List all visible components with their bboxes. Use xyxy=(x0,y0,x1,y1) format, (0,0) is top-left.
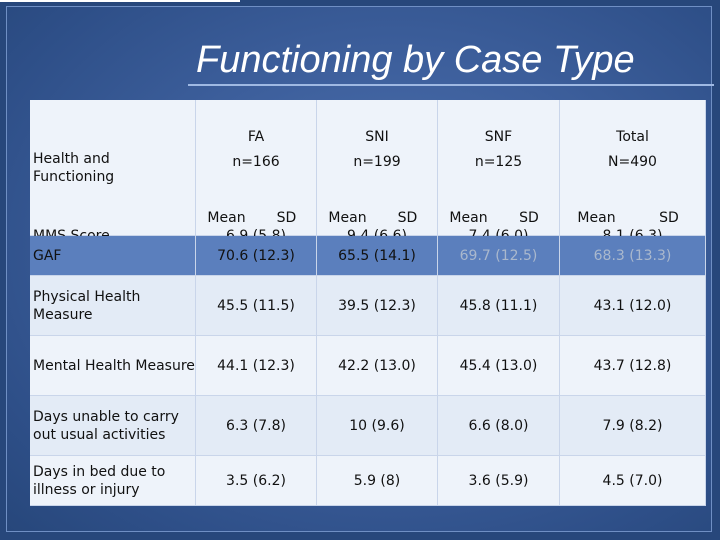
title-underline xyxy=(188,84,714,86)
table-cell: 69.7 (12.5) xyxy=(438,236,560,276)
table-cell: 3.5 (6.2) xyxy=(196,456,317,506)
functioning-table: Health and Functioning FA n=166 Mean SD SNI n=… xyxy=(30,100,706,506)
table-cell: 4.5 (7.0) xyxy=(560,456,706,506)
sub-header-sd: SD xyxy=(633,200,706,236)
group-name: FA xyxy=(247,129,265,145)
slide-title: Functioning by Case Type xyxy=(196,39,635,81)
group-count: n=199 xyxy=(353,154,401,170)
table-cell: 65.5 (14.1) xyxy=(317,236,438,276)
table-cell: 43.1 (12.0) xyxy=(560,276,706,336)
row-label: Mental Health Measure xyxy=(30,336,196,396)
group-name: SNF xyxy=(484,129,513,145)
table-cell: 42.2 (13.0) xyxy=(317,336,438,396)
table-cell: 70.6 (12.3) xyxy=(196,236,317,276)
table-cell: 5.9 (8) xyxy=(317,456,438,506)
table-cell: 3.6 (5.9) xyxy=(438,456,560,506)
table-cell: 43.7 (12.8) xyxy=(560,336,706,396)
column-group-header: SNF n=125 xyxy=(438,100,560,200)
sub-header-sd: SD xyxy=(499,200,560,236)
sub-header-mean: Mean xyxy=(560,200,633,236)
table-cell: 10 (9.6) xyxy=(317,396,438,456)
table-cell: 6.3 (7.8) xyxy=(196,396,317,456)
group-name: Total xyxy=(616,129,649,145)
header-row-label: Health and Functioning xyxy=(30,100,196,236)
group-count: N=490 xyxy=(608,154,657,170)
table-cell: 45.4 (13.0) xyxy=(438,336,560,396)
row-label: Days unable to carry out usual activitie… xyxy=(30,396,196,456)
top-accent-line xyxy=(0,0,240,2)
table-cell: 44.1 (12.3) xyxy=(196,336,317,396)
group-count: n=125 xyxy=(474,154,523,170)
column-group-header: SNI n=199 xyxy=(317,100,438,200)
sub-header-sd: SD xyxy=(378,200,438,236)
column-group-header: Total N=490 xyxy=(560,100,706,200)
row-label: Days in bed due to illness or injury xyxy=(30,456,196,506)
sub-header-sd: SD xyxy=(257,200,317,236)
group-name: SNI xyxy=(365,129,389,145)
row-label: GAF xyxy=(30,236,196,276)
table-cell: 45.8 (11.1) xyxy=(438,276,560,336)
column-group-header: FA n=166 xyxy=(196,100,317,200)
sub-header-mean: Mean xyxy=(438,200,499,236)
row-label: Physical Health Measure xyxy=(30,276,196,336)
sub-header-mean: Mean xyxy=(317,200,378,236)
table-cell: 45.5 (11.5) xyxy=(196,276,317,336)
sub-header-mean: Mean xyxy=(196,200,257,236)
group-count: n=166 xyxy=(232,154,280,170)
table-cell: 68.3 (13.3) xyxy=(560,236,706,276)
table-cell: 39.5 (12.3) xyxy=(317,276,438,336)
table-cell: 6.6 (8.0) xyxy=(438,396,560,456)
table-cell: 7.9 (8.2) xyxy=(560,396,706,456)
